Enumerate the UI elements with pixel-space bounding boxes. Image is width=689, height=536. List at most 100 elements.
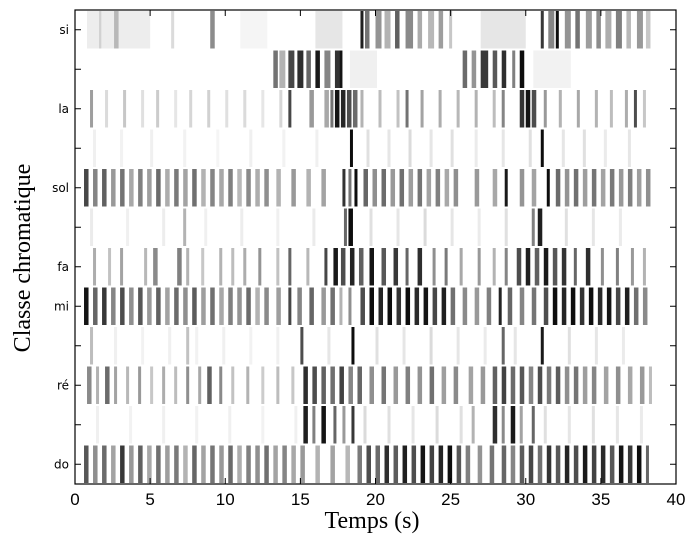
heatmap-cell [219,248,223,286]
heatmap-cell [438,90,442,128]
heatmap-cell [231,248,235,286]
heatmap-cell [591,366,597,404]
heatmap-cell [288,90,292,128]
heatmap-cell [84,287,89,325]
heatmap-cell [183,169,188,207]
heatmap-cell [591,406,595,444]
heatmap-cell [615,406,619,444]
heatmap-cell [222,327,226,365]
heatmap-cell [507,287,513,325]
heatmap-cell [561,129,565,167]
heatmap-row [84,287,648,325]
heatmap-cell [228,169,233,207]
heatmap-cell [399,169,405,207]
heatmap-cell [618,169,624,207]
heatmap-cell [291,169,296,207]
heatmap-cell [291,366,295,404]
heatmap-cell [330,366,335,404]
heatmap-cell [615,287,621,325]
heatmap-cell [504,208,508,246]
heatmap-cell [156,169,161,207]
heatmap-cell [342,169,346,207]
heatmap-cell [237,169,242,207]
heatmap-cell [402,327,406,365]
heatmap-cell [183,445,188,483]
heatmap-cell [261,90,265,128]
heatmap-cell [150,129,154,167]
heatmap-cell [198,366,202,404]
heatmap-cell [282,129,286,167]
x-tick-label: 20 [366,490,385,509]
heatmap-cell [345,445,350,483]
heatmap-cell [525,90,531,128]
heatmap-cell [165,445,170,483]
heatmap-cell [129,445,134,483]
heatmap-cell [156,90,160,128]
heatmap-cell [456,90,460,128]
heatmap-cell [597,287,603,325]
heatmap-cell [261,406,265,444]
heatmap-cell [501,445,507,483]
heatmap-cell [555,169,561,207]
heatmap-cell [276,327,280,365]
heatmap-cell [417,169,423,207]
heatmap-cell [300,327,304,365]
heatmap-cell [429,129,433,167]
heatmap-cell [570,287,576,325]
heatmap-cell [312,366,317,404]
heatmap-cell [279,50,286,88]
heatmap-cell [366,445,371,483]
heatmap-cell [366,129,370,167]
heatmap-cell [348,366,353,404]
heatmap-cell [516,248,522,286]
heatmap-cell [102,445,107,483]
heatmap-cell [129,169,134,207]
heatmap-cell [393,366,399,404]
heatmap-cell [462,287,468,325]
heatmap-cell [642,248,646,286]
heatmap-cell [114,11,119,49]
heatmap-cell [561,287,567,325]
heatmap-cell [513,327,517,365]
heatmap-cell [564,208,568,246]
heatmap-cell [576,90,580,128]
heatmap-cell [558,90,562,128]
heatmap-cell [405,11,414,49]
heatmap-cell [459,406,463,444]
heatmap-cell [369,248,374,286]
heatmap-cell [453,169,459,207]
heatmap-cell [633,287,639,325]
heatmap-cell [333,406,337,444]
heatmap-cell [150,366,154,404]
heatmap-cell [600,169,606,207]
heatmap-cell [219,445,224,483]
heatmap-cell [405,366,411,404]
heatmap-row [273,50,571,88]
heatmap-cell [360,287,365,325]
heatmap-cell [459,248,463,286]
heatmap-cell [555,11,559,49]
heatmap-cell [129,406,133,444]
heatmap-cell [126,208,130,246]
heatmap-cell [609,169,615,207]
heatmap-cell [99,11,102,49]
heatmap-cell [129,287,134,325]
heatmap-cell [207,366,212,404]
heatmap-cell [219,287,224,325]
heatmap-cell [195,327,199,365]
heatmap-cell [531,208,535,246]
heatmap-cell [393,248,399,286]
heatmap-cell [477,208,481,246]
heatmap-cell [276,169,281,207]
heatmap-cell [639,366,645,404]
heatmap-cell [501,406,505,444]
heatmap-cell [501,327,505,365]
heatmap-cell [201,287,206,325]
heatmap-cell [444,169,450,207]
heatmap-cell [315,445,320,483]
heatmap-cell [333,248,338,286]
heatmap-cell [186,248,190,286]
x-tick-label: 15 [291,490,310,509]
y-tick-label: sol [52,181,69,195]
heatmap-cell [636,169,642,207]
